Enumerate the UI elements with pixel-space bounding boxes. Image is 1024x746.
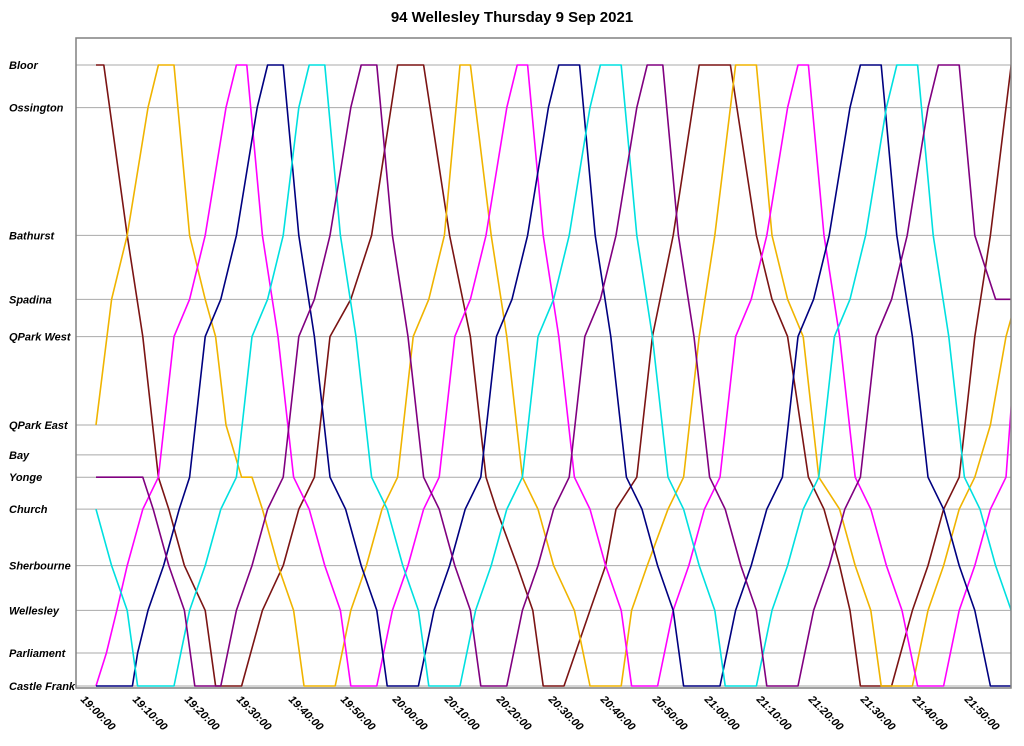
x-tick-label: 21:50:00 bbox=[961, 693, 1002, 734]
x-axis-ticks: 19:00:00 19:10:00 19:20:00 19:30:00 19:40:00… bbox=[78, 693, 1002, 734]
x-tick-label: 19:20:00 bbox=[182, 694, 222, 734]
x-tick-label: 20:20:00 bbox=[493, 693, 534, 734]
stop-label-sherbourne: Sherbourne bbox=[9, 561, 71, 573]
grid-lines bbox=[76, 64, 1011, 687]
series-lines bbox=[95, 64, 1011, 687]
series-line-6 bbox=[96, 64, 1011, 687]
series-line-4 bbox=[96, 64, 1011, 687]
series-line-2 bbox=[95, 64, 1011, 687]
stop-label-yonge: Yonge bbox=[9, 472, 42, 484]
stop-label-bay: Bay bbox=[9, 450, 30, 462]
plot-frame bbox=[75, 37, 1012, 689]
x-tick-label: 19:40:00 bbox=[286, 694, 326, 734]
x-tick-label: 19:10:00 bbox=[130, 694, 170, 734]
stop-label-spadina: Spadina bbox=[9, 294, 52, 306]
chart-title: 94 Wellesley Thursday 9 Sep 2021 bbox=[391, 9, 633, 26]
series-line-1 bbox=[96, 64, 1011, 687]
stop-label-parliament: Parliament bbox=[9, 648, 67, 660]
x-tick-label: 19:50:00 bbox=[338, 694, 378, 734]
stop-label-bloor: Bloor bbox=[9, 60, 38, 72]
x-tick-label: 19:30:00 bbox=[234, 694, 274, 734]
series-line-5 bbox=[95, 64, 1011, 687]
stop-label-ossington: Ossington bbox=[9, 103, 64, 115]
stop-label-bathurst: Bathurst bbox=[9, 230, 56, 242]
x-tick-label: 21:00:00 bbox=[701, 693, 742, 734]
x-tick-label: 21:30:00 bbox=[857, 693, 898, 734]
stop-label-qpark-east: QPark East bbox=[9, 420, 69, 432]
x-tick-label: 19:00:00 bbox=[78, 694, 118, 734]
stop-labels: Bloor Ossington Bathurst Spadina QPark West Q… bbox=[9, 60, 76, 693]
x-tick-label: 20:10:00 bbox=[441, 693, 482, 734]
x-tick-label: 21:40:00 bbox=[909, 693, 950, 734]
series-line-3 bbox=[95, 64, 1011, 687]
x-tick-label: 20:40:00 bbox=[597, 693, 638, 734]
x-tick-label: 21:20:00 bbox=[805, 693, 846, 734]
stop-label-qpark-west: QPark West bbox=[9, 332, 72, 344]
x-tick-label: 20:30:00 bbox=[545, 693, 586, 734]
stop-label-wellesley: Wellesley bbox=[9, 605, 60, 617]
x-tick-label: 21:10:00 bbox=[753, 693, 794, 734]
stop-label-castle-frank: Castle Frank bbox=[9, 681, 76, 693]
x-tick-label: 20:00:00 bbox=[389, 693, 430, 734]
x-tick-label: 20:50:00 bbox=[649, 693, 690, 734]
stop-label-church: Church bbox=[9, 504, 48, 516]
